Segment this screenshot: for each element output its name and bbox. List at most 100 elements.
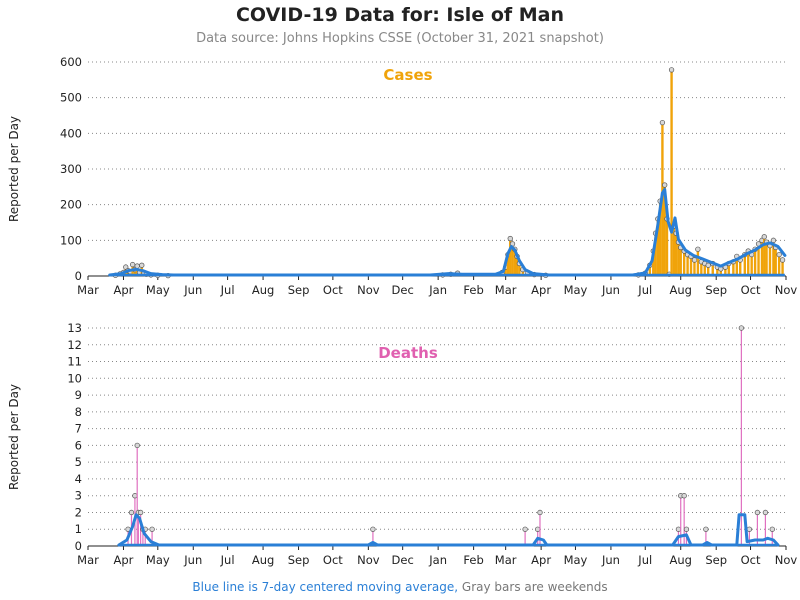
- chart-footnote: Blue line is 7-day centered moving avera…: [0, 580, 800, 594]
- y-tick-label: 300: [60, 162, 82, 176]
- x-tick-label: Aug: [669, 283, 691, 297]
- data-point: [128, 509, 135, 516]
- x-tick-label: Aug: [252, 553, 274, 567]
- data-bar: [719, 268, 722, 276]
- data-bar: [665, 218, 669, 276]
- data-bar: [739, 259, 742, 276]
- data-bar: [740, 328, 742, 546]
- data-bar: [654, 233, 657, 276]
- y-tick-label: 12: [67, 338, 82, 352]
- data-bar: [735, 256, 738, 276]
- panel-title: Cases: [383, 66, 432, 84]
- x-tick-label: Jun: [601, 283, 620, 297]
- data-bar: [693, 259, 696, 276]
- chart-subtitle: Data source: Johns Hopkins CSSE (October…: [196, 31, 604, 46]
- data-bar: [648, 265, 652, 276]
- x-tick-label: Aug: [252, 283, 274, 297]
- x-tick-label: Nov: [775, 283, 798, 297]
- x-tick-label: Mar: [77, 553, 99, 567]
- data-bar: [509, 238, 512, 276]
- x-tick-label: Jun: [183, 283, 202, 297]
- x-tick-label: Feb: [463, 283, 483, 297]
- x-tick-label: Nov: [357, 553, 380, 567]
- data-bar: [513, 249, 517, 276]
- data-bar: [781, 259, 784, 276]
- data-point: [522, 526, 528, 532]
- data-bar: [753, 249, 757, 276]
- x-tick-label: May: [146, 283, 170, 297]
- y-tick-label: 6: [75, 438, 82, 452]
- data-bar: [674, 233, 678, 276]
- y-tick-label: 500: [60, 91, 82, 105]
- data-bar: [703, 263, 706, 276]
- data-bar: [539, 512, 541, 546]
- x-tick-label: Jul: [220, 553, 235, 567]
- data-bar: [743, 254, 747, 276]
- data-bar: [652, 251, 655, 276]
- footnote-weekend-note: Gray bars are weekends: [458, 580, 608, 594]
- x-tick-label: Jul: [637, 283, 652, 297]
- y-axis-label: Reported per Day: [7, 116, 21, 222]
- data-bar: [705, 529, 707, 546]
- y-tick-label: 8: [75, 405, 82, 419]
- x-tick-label: Oct: [741, 553, 761, 567]
- data-bar: [732, 261, 735, 276]
- x-tick-label: May: [146, 553, 170, 567]
- data-bar: [142, 529, 144, 546]
- data-bar: [680, 495, 682, 546]
- data-point: [695, 246, 701, 252]
- y-tick-label: 1: [75, 522, 82, 536]
- x-tick-label: Nov: [775, 553, 798, 567]
- data-point: [776, 251, 782, 258]
- data-bar: [518, 263, 521, 276]
- data-bar: [506, 254, 510, 276]
- data-bar: [504, 267, 507, 276]
- x-tick-label: Jan: [428, 283, 447, 297]
- data-point: [681, 493, 687, 499]
- x-tick-label: Feb: [463, 553, 483, 567]
- chart-title: COVID-19 Data for: Isle of Man: [235, 4, 565, 26]
- data-point: [762, 509, 769, 516]
- data-bar: [716, 267, 719, 276]
- x-tick-label: Sep: [288, 283, 310, 297]
- y-tick-label: 100: [60, 233, 82, 247]
- data-bar: [372, 529, 374, 546]
- x-tick-label: Jul: [220, 283, 235, 297]
- data-bar: [686, 254, 689, 276]
- y-tick-label: 0: [75, 539, 82, 553]
- average-line: [117, 513, 780, 547]
- data-bar: [677, 242, 680, 276]
- data-point: [507, 235, 513, 242]
- data-point: [137, 509, 144, 516]
- data-bar: [771, 529, 773, 546]
- data-bar: [772, 240, 775, 276]
- data-point: [761, 234, 767, 240]
- data-point: [705, 262, 711, 268]
- x-tick-label: Jun: [183, 553, 202, 567]
- y-tick-label: 11: [67, 355, 82, 369]
- x-tick-label: Jun: [601, 553, 620, 567]
- data-bar: [672, 226, 676, 276]
- data-bar: [670, 69, 673, 276]
- data-bar: [706, 265, 710, 276]
- x-tick-label: Dec: [392, 553, 414, 567]
- x-tick-label: Jul: [637, 553, 652, 567]
- data-bar: [724, 267, 727, 276]
- data-bar: [658, 201, 662, 276]
- data-bar: [679, 247, 682, 276]
- data-bar: [768, 245, 772, 276]
- y-tick-label: 600: [60, 55, 82, 69]
- x-tick-label: Mar: [495, 553, 517, 567]
- y-tick-label: 0: [75, 269, 82, 283]
- x-tick-label: Sep: [705, 283, 727, 297]
- data-bar: [748, 529, 750, 546]
- data-point: [134, 442, 140, 449]
- footnote-average-note: Blue line is 7-day centered moving avera…: [192, 580, 459, 594]
- data-bar: [700, 261, 703, 276]
- y-tick-label: 7: [75, 422, 82, 436]
- x-tick-label: Oct: [323, 553, 343, 567]
- data-bar: [682, 251, 686, 276]
- average-line: [108, 187, 787, 277]
- data-point: [703, 526, 709, 532]
